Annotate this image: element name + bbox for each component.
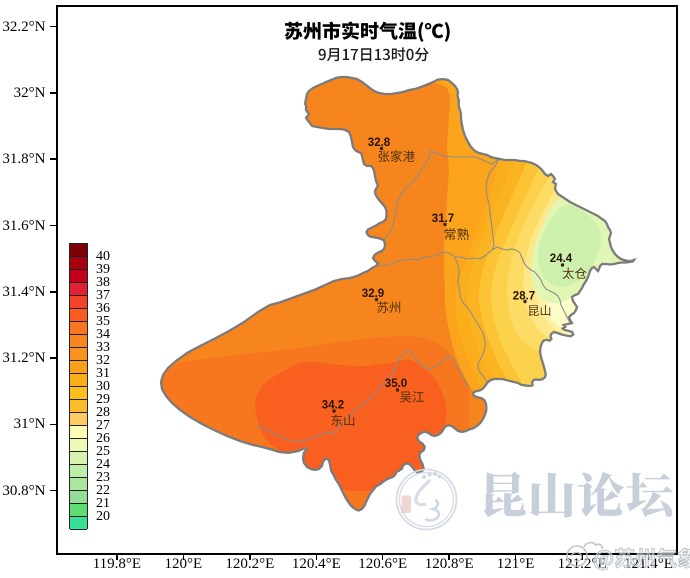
svg-text:32.8: 32.8 bbox=[368, 137, 391, 149]
svg-text:24.4: 24.4 bbox=[550, 253, 573, 265]
svg-text:31.7: 31.7 bbox=[432, 213, 454, 225]
svg-text:34.2: 34.2 bbox=[322, 400, 344, 412]
svg-text:32.9: 32.9 bbox=[362, 288, 384, 300]
svg-text:35.0: 35.0 bbox=[385, 378, 407, 390]
svg-text:28.7: 28.7 bbox=[513, 291, 535, 303]
